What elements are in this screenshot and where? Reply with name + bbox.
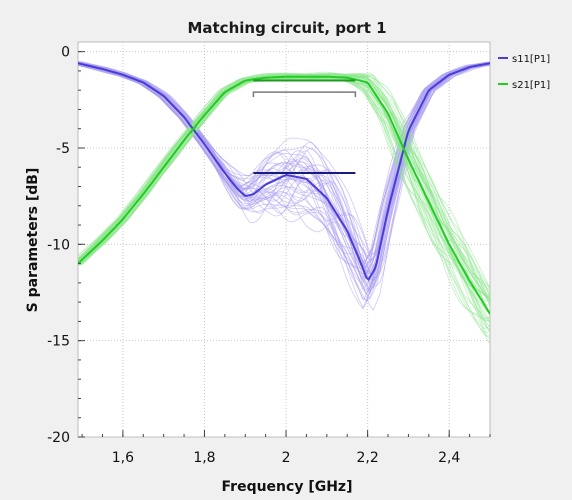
legend-label: s21[P1] xyxy=(512,80,550,91)
chart-title: Matching circuit, port 1 xyxy=(187,19,386,37)
y-tick-label: -10 xyxy=(47,237,70,253)
y-tick-label: -5 xyxy=(56,141,70,157)
series-band-trace xyxy=(78,73,490,297)
x-tick-label: 1,6 xyxy=(112,450,134,466)
x-tick-label: 2 xyxy=(282,450,291,466)
x-tick-label: 1,8 xyxy=(193,450,215,466)
legend-label: s11[P1] xyxy=(512,54,550,65)
y-tick-label: 0 xyxy=(61,45,70,61)
annotation-layer xyxy=(252,79,357,175)
series-band-trace xyxy=(78,61,490,290)
x-tick-label: 2,2 xyxy=(356,450,378,466)
series-band-trace xyxy=(78,74,490,290)
legend: s11[P1] s21[P1] xyxy=(498,54,550,91)
x-tick-label: 2,4 xyxy=(438,450,460,466)
goal-bracket xyxy=(252,91,357,98)
series-layer xyxy=(78,62,490,315)
y-axis-label: S parameters [dB] xyxy=(25,168,41,313)
series-band-trace xyxy=(78,61,490,275)
series-band-trace xyxy=(78,76,490,339)
series-band-trace xyxy=(78,63,490,311)
x-axis-label: Frequency [GHz] xyxy=(222,479,353,495)
tick-layer: 1,6 1,8 2 2,2 2,4 0 -5 -10 -15 -20 xyxy=(47,45,491,466)
y-tick-label: -15 xyxy=(47,334,70,350)
y-tick-label: -20 xyxy=(47,430,70,446)
series-line xyxy=(78,62,490,282)
series-line xyxy=(78,75,490,315)
series-band-trace xyxy=(78,62,490,279)
